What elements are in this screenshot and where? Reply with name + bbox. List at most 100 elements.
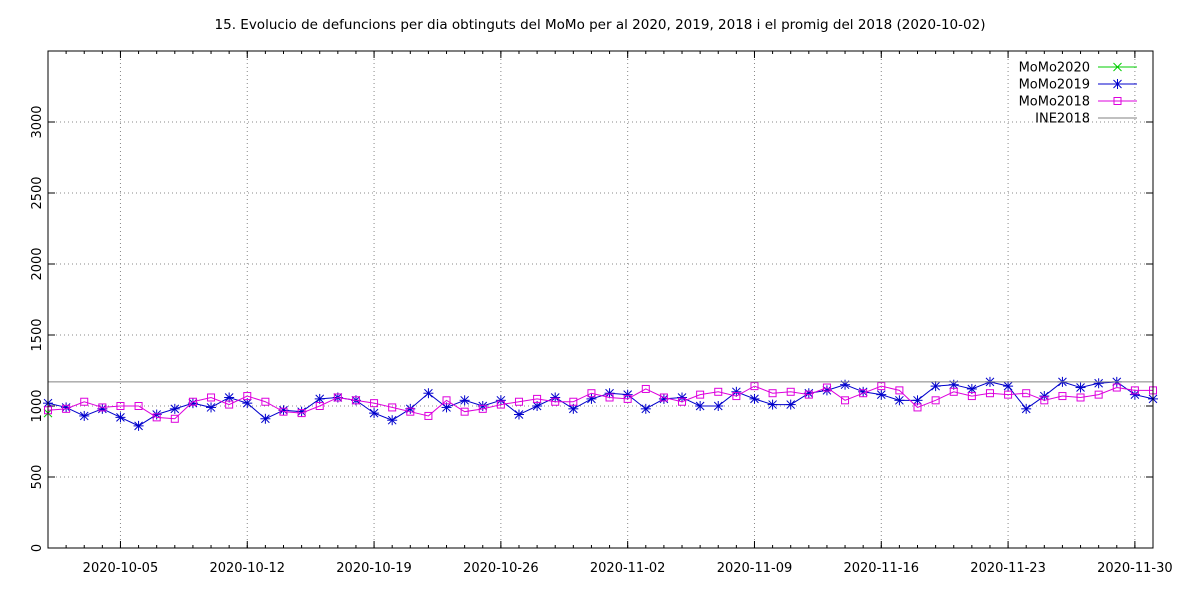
data-point-momo2019 (840, 379, 851, 390)
data-point-momo2018 (641, 384, 650, 393)
data-point-momo2019 (260, 413, 271, 424)
series-line-momo2019 (47, 381, 1154, 427)
data-point-momo2018 (134, 402, 143, 410)
data-point-momo2018 (1022, 389, 1031, 398)
x-tick-label: 2020-10-26 (463, 561, 539, 576)
data-point-momo2018 (768, 389, 777, 398)
data-point-momo2019 (1129, 389, 1140, 400)
data-point-momo2019 (876, 389, 887, 400)
data-point-momo2018 (279, 407, 288, 416)
x-tick-label: 2020-10-05 (83, 561, 159, 576)
data-point-momo2019 (695, 401, 706, 411)
data-point-momo2018 (804, 390, 813, 399)
data-point-momo2018 (406, 407, 415, 416)
data-point-momo2018 (442, 396, 451, 405)
x-axis-ticks: 2020-10-05 2020-10-12 2020-10-19 2020-10-26… (47, 51, 1173, 576)
legend-label: MoMo2018 (1019, 95, 1090, 110)
data-point-momo2018 (533, 394, 542, 403)
data-point-momo2018 (859, 389, 868, 398)
data-point-momo2018 (514, 397, 523, 406)
data-point-momo2019 (1075, 382, 1086, 393)
x-tick-label: 2020-11-30 (1097, 561, 1173, 576)
x-tick-label: 2020-10-19 (336, 561, 412, 576)
data-point-momo2018 (696, 390, 705, 399)
data-point-momo2018 (261, 397, 270, 406)
data-point-momo2018 (605, 393, 614, 402)
data-point-momo2018 (750, 382, 759, 391)
data-point-momo2019 (513, 409, 524, 420)
data-point-momo2018 (370, 399, 379, 408)
data-point-momo2019 (115, 412, 126, 423)
data-point-momo2018 (424, 411, 433, 420)
data-point-momo2018 (188, 397, 197, 406)
x-tick-label: 2020-11-23 (970, 561, 1046, 576)
legend-marker (1112, 79, 1123, 89)
data-point-momo2018 (62, 404, 71, 413)
data-point-momo2019 (568, 403, 579, 414)
data-point-momo2018 (152, 413, 161, 422)
y-tick-label: 3000 (30, 105, 45, 138)
data-point-momo2018 (949, 387, 958, 396)
data-point-momo2018 (1112, 383, 1121, 392)
data-point-momo2018 (985, 389, 994, 398)
data-point-momo2019 (785, 399, 796, 410)
data-point-momo2018 (1076, 393, 1085, 402)
y-tick-label: 2500 (30, 176, 45, 209)
data-point-momo2018 (841, 396, 850, 405)
data-point-momo2018 (659, 393, 668, 402)
data-point-momo2019 (713, 401, 724, 411)
data-point-momo2019 (622, 389, 633, 400)
legend-label: INE2018 (1035, 112, 1090, 127)
data-point-momo2019 (1003, 381, 1014, 392)
legend-marker (1113, 62, 1122, 72)
data-point-momo2018 (551, 397, 560, 406)
y-tick-label: 1500 (30, 318, 45, 351)
y-tick-label: 2000 (30, 247, 45, 280)
data-point-momo2019 (749, 393, 760, 404)
data-point-momo2019 (224, 392, 235, 403)
data-point-momo2018 (460, 407, 469, 416)
x-tick-label: 2020-10-12 (209, 561, 285, 576)
chart-title: 15. Evolucio de defuncions per dia obtin… (214, 17, 986, 33)
legend-marker (1113, 97, 1122, 105)
y-tick-label: 500 (30, 465, 45, 490)
data-point-momo2019 (1039, 391, 1050, 402)
data-point-momo2018 (297, 409, 306, 418)
data-point-momo2018 (877, 382, 886, 391)
data-point-momo2019 (767, 399, 778, 410)
data-point-momo2018 (243, 392, 252, 401)
data-point-momo2018 (207, 393, 216, 402)
series-layer (43, 376, 1158, 431)
data-point-momo2018 (478, 404, 487, 413)
data-point-momo2018 (1094, 390, 1103, 399)
data-point-momo2018 (913, 403, 922, 412)
data-point-momo2018 (496, 400, 505, 409)
data-point-momo2019 (677, 392, 688, 403)
data-point-momo2018 (895, 386, 904, 395)
grid-lines (48, 51, 1153, 548)
data-point-momo2019 (604, 388, 615, 399)
data-point-momo2019 (550, 392, 561, 403)
data-point-momo2018 (315, 402, 324, 410)
data-point-momo2019 (169, 403, 180, 414)
data-point-momo2018 (1004, 390, 1013, 399)
data-point-momo2018 (931, 396, 940, 405)
data-point-momo2019 (894, 395, 905, 406)
data-point-momo2018 (678, 397, 687, 406)
data-point-momo2018 (351, 396, 360, 405)
y-tick-label: 1000 (30, 389, 45, 422)
data-point-momo2019 (1021, 403, 1032, 414)
data-point-momo2018 (1130, 386, 1139, 395)
data-point-momo2019 (387, 415, 398, 426)
data-point-momo2018 (714, 387, 723, 396)
legend-label: MoMo2020 (1019, 61, 1090, 76)
y-tick-label: 0 (30, 544, 45, 552)
x-tick-label: 2020-11-09 (717, 561, 793, 576)
data-point-momo2019 (79, 410, 90, 421)
data-point-momo2018 (786, 387, 795, 396)
data-point-momo2019 (495, 395, 506, 406)
data-point-momo2019 (423, 388, 434, 399)
data-point-momo2019 (459, 395, 470, 406)
data-point-momo2018 (732, 392, 741, 401)
